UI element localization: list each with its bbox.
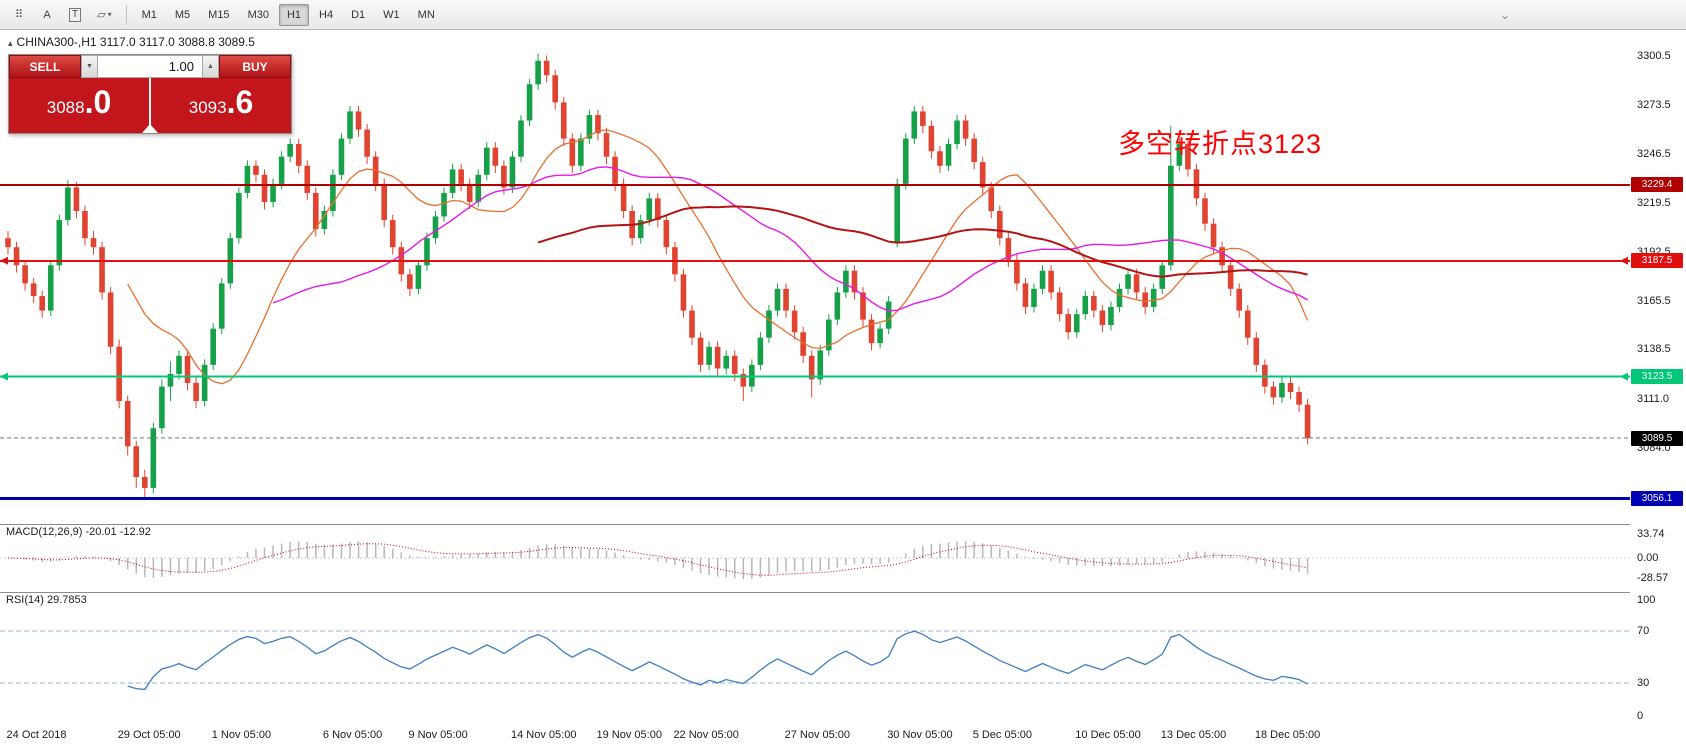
- macd-label: MACD(12,26,9) -20.01 -12.92: [6, 526, 151, 538]
- date-axis-label: 9 Nov 05:00: [408, 729, 468, 741]
- price-line-badge: 3187.5: [1631, 253, 1683, 269]
- toolbar-separator: [125, 4, 127, 25]
- date-axis-label: 19 Nov 05:00: [596, 729, 662, 741]
- price-line-badge: 3229.4: [1631, 177, 1683, 193]
- volume-input[interactable]: [98, 55, 202, 78]
- date-axis-label: 14 Nov 05:00: [511, 729, 577, 741]
- macd-axis-tick: 0.00: [1637, 552, 1659, 564]
- chevron-down-icon: ▾: [107, 10, 112, 19]
- rsi-label: RSI(14) 29.7853: [6, 594, 87, 606]
- price-axis-tick: 3300.5: [1637, 50, 1671, 63]
- date-axis-label: 6 Nov 05:00: [322, 729, 383, 741]
- text-annotation-icon: A: [43, 8, 51, 21]
- buy-price[interactable]: 3093.6: [151, 78, 291, 133]
- timeframe-h4[interactable]: H4: [311, 4, 341, 26]
- drag-handle-icon: ⠿: [14, 9, 24, 21]
- text-annotation-button[interactable]: A: [34, 4, 60, 26]
- text-box-icon: T: [69, 7, 82, 22]
- price-axis-tick: 3246.5: [1637, 147, 1671, 160]
- price-axis[interactable]: 3300.5 3273.5 3246.5 3219.5 3192.5 3165.5 3138…: [1630, 30, 1686, 751]
- sell-price[interactable]: 3088.0: [9, 78, 149, 133]
- timeframe-group: M1 M5 M15 M30 H1 H4 D1 W1 MN: [134, 3, 443, 26]
- date-axis-label: 27 Nov 05:00: [784, 729, 851, 741]
- text-box-button[interactable]: T: [62, 4, 88, 26]
- rsi-axis-tick: 0: [1637, 710, 1644, 722]
- timeframe-d1[interactable]: D1: [343, 4, 373, 26]
- price-axis-tick: 3165.5: [1637, 294, 1671, 307]
- chevron-down-icon: ▼: [86, 63, 93, 70]
- date-axis-label: 13 Dec 05:00: [1160, 729, 1227, 741]
- date-axis-label: 18 Dec 05:00: [1254, 729, 1321, 741]
- price-line-badge: 3123.5: [1631, 369, 1683, 385]
- timeframe-mn[interactable]: MN: [410, 4, 443, 26]
- timeframe-h1[interactable]: H1: [278, 3, 310, 26]
- chart-text-annotation[interactable]: 多空转折点3123: [1118, 129, 1323, 159]
- timeframe-m30[interactable]: M30: [240, 4, 277, 26]
- sell-button[interactable]: SELL: [9, 55, 81, 78]
- date-axis-label: 22 Nov 05:00: [673, 729, 739, 741]
- volume-increase-button[interactable]: ▲: [202, 55, 219, 78]
- rsi-axis-tick: 30: [1637, 677, 1650, 689]
- timeframe-w1[interactable]: W1: [375, 4, 408, 26]
- price-axis-tick: 3138.5: [1637, 343, 1671, 356]
- macd-axis-tick: -28.57: [1637, 571, 1669, 584]
- macd-axis-tick: 33.74: [1637, 528, 1665, 541]
- trade-prices-row: 3088.0 3093.6: [9, 78, 291, 133]
- date-axis-label: 24 Oct 2018: [6, 729, 67, 741]
- price-axis-tick: 3273.5: [1637, 99, 1671, 112]
- drawing-tools-group: ⠿ A T ▱ ▾: [6, 4, 119, 26]
- chart-canvas[interactable]: [0, 30, 1686, 751]
- panel-collapse-notch[interactable]: [142, 124, 158, 133]
- volume-decrease-button[interactable]: ▼: [81, 55, 98, 78]
- date-axis-label: 29 Oct 05:00: [117, 729, 181, 741]
- buy-price-pips: .6: [226, 84, 254, 120]
- rsi-axis-tick: 70: [1637, 625, 1650, 637]
- symbol-ohlc-text: CHINA300-,H1 3117.0 3117.0 3088.8 3089.5: [16, 35, 255, 49]
- date-axis-label: 10 Dec 05:00: [1075, 729, 1141, 741]
- price-axis-tick: 3111.0: [1637, 393, 1670, 406]
- toolbar: ⠿ A T ▱ ▾ M1 M5 M15 M30 H1 H4 D1 W1 MN ⌄: [0, 0, 1686, 30]
- timeframe-m15[interactable]: M15: [200, 4, 237, 26]
- buy-price-main: 3093: [188, 98, 227, 117]
- rsi-axis-tick: 100: [1637, 594, 1656, 606]
- drag-handle-button[interactable]: ⠿: [6, 4, 32, 26]
- chart-symbol-title: ▴ CHINA300-,H1 3117.0 3117.0 3088.8 3089.…: [8, 35, 255, 49]
- timeframe-m1[interactable]: M1: [134, 4, 165, 26]
- shapes-dropdown-button[interactable]: ▱ ▾: [90, 4, 118, 26]
- date-axis-label: 5 Dec 05:00: [972, 729, 1033, 741]
- price-line-badge: 3089.5: [1631, 430, 1683, 446]
- one-click-trading-panel: SELL ▼ ▲ BUY 3088.0 3093.6: [8, 54, 292, 134]
- chart-window: ▴ CHINA300-,H1 3117.0 3117.0 3088.8 3089.…: [0, 30, 1686, 751]
- timeframe-m5[interactable]: M5: [167, 4, 198, 26]
- collapse-arrow-icon[interactable]: ▴: [8, 38, 13, 48]
- toolbar-overflow-chevron-icon[interactable]: ⌄: [1499, 7, 1510, 22]
- trade-controls-row: SELL ▼ ▲ BUY: [9, 55, 291, 78]
- chevron-up-icon: ▲: [207, 63, 214, 70]
- time-axis[interactable]: 24 Oct 2018 29 Oct 05:00 1 Nov 05:00 6 Nov …: [0, 722, 1630, 751]
- sell-price-pips: .0: [84, 84, 112, 120]
- buy-button[interactable]: BUY: [219, 55, 291, 78]
- date-axis-label: 30 Nov 05:00: [887, 729, 953, 741]
- price-axis-tick: 3219.5: [1637, 196, 1671, 209]
- shapes-dropdown-icon: ▱: [97, 9, 106, 21]
- price-line-badge: 3056.1: [1631, 491, 1683, 507]
- date-axis-label: 1 Nov 05:00: [211, 729, 272, 741]
- sell-price-main: 3088: [46, 98, 85, 117]
